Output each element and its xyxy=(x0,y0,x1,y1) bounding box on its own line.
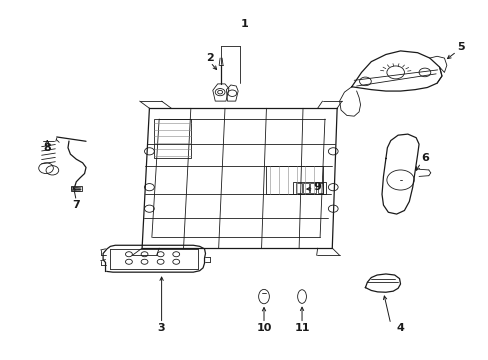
Text: 11: 11 xyxy=(294,323,309,333)
Text: 6: 6 xyxy=(420,153,428,163)
Text: 8: 8 xyxy=(43,143,51,153)
Text: 7: 7 xyxy=(72,200,80,210)
Text: 10: 10 xyxy=(256,323,271,333)
Text: 2: 2 xyxy=(206,53,214,63)
Text: 3: 3 xyxy=(158,323,165,333)
Text: 1: 1 xyxy=(240,19,248,29)
Text: 9: 9 xyxy=(313,182,321,192)
Text: 5: 5 xyxy=(457,42,465,52)
Text: 4: 4 xyxy=(396,323,404,333)
